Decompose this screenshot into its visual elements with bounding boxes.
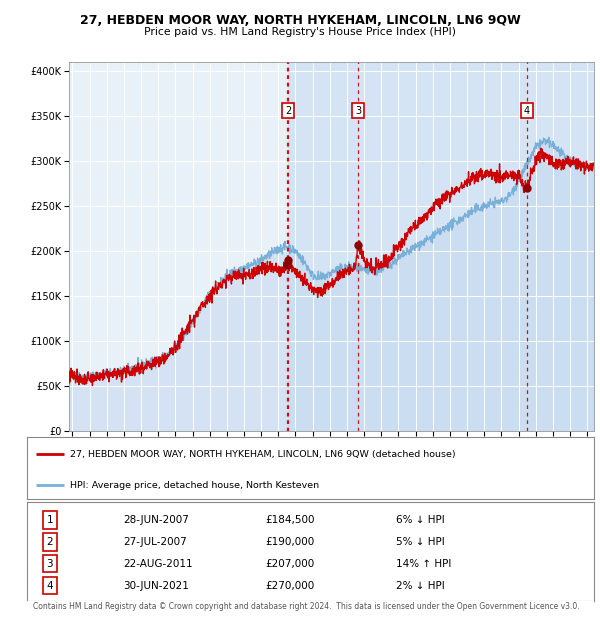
Text: 4: 4 — [46, 580, 53, 590]
Text: HPI: Average price, detached house, North Kesteven: HPI: Average price, detached house, Nort… — [70, 481, 319, 490]
Text: 3: 3 — [355, 105, 361, 115]
Bar — [288, 62, 594, 431]
Text: 22-AUG-2011: 22-AUG-2011 — [124, 559, 193, 569]
Text: 6% ↓ HPI: 6% ↓ HPI — [395, 515, 444, 525]
Text: 30-JUN-2021: 30-JUN-2021 — [124, 580, 189, 590]
Text: 2: 2 — [46, 537, 53, 547]
Text: 27, HEBDEN MOOR WAY, NORTH HYKEHAM, LINCOLN, LN6 9QW: 27, HEBDEN MOOR WAY, NORTH HYKEHAM, LINC… — [80, 14, 520, 27]
Text: 14% ↑ HPI: 14% ↑ HPI — [395, 559, 451, 569]
Text: 2% ↓ HPI: 2% ↓ HPI — [395, 580, 444, 590]
Text: Contains HM Land Registry data © Crown copyright and database right 2024.  This : Contains HM Land Registry data © Crown c… — [32, 601, 579, 611]
Text: 27-JUL-2007: 27-JUL-2007 — [124, 537, 187, 547]
Text: £207,000: £207,000 — [265, 559, 314, 569]
Text: 27, HEBDEN MOOR WAY, NORTH HYKEHAM, LINCOLN, LN6 9QW (detached house): 27, HEBDEN MOOR WAY, NORTH HYKEHAM, LINC… — [70, 450, 455, 459]
Text: £184,500: £184,500 — [265, 515, 314, 525]
Text: £190,000: £190,000 — [265, 537, 314, 547]
Text: 5% ↓ HPI: 5% ↓ HPI — [395, 537, 444, 547]
Text: 2: 2 — [285, 105, 291, 115]
Text: £270,000: £270,000 — [265, 580, 314, 590]
Text: 4: 4 — [524, 105, 530, 115]
Text: 28-JUN-2007: 28-JUN-2007 — [124, 515, 189, 525]
Text: Price paid vs. HM Land Registry's House Price Index (HPI): Price paid vs. HM Land Registry's House … — [144, 27, 456, 37]
Text: 3: 3 — [46, 559, 53, 569]
Text: 1: 1 — [46, 515, 53, 525]
